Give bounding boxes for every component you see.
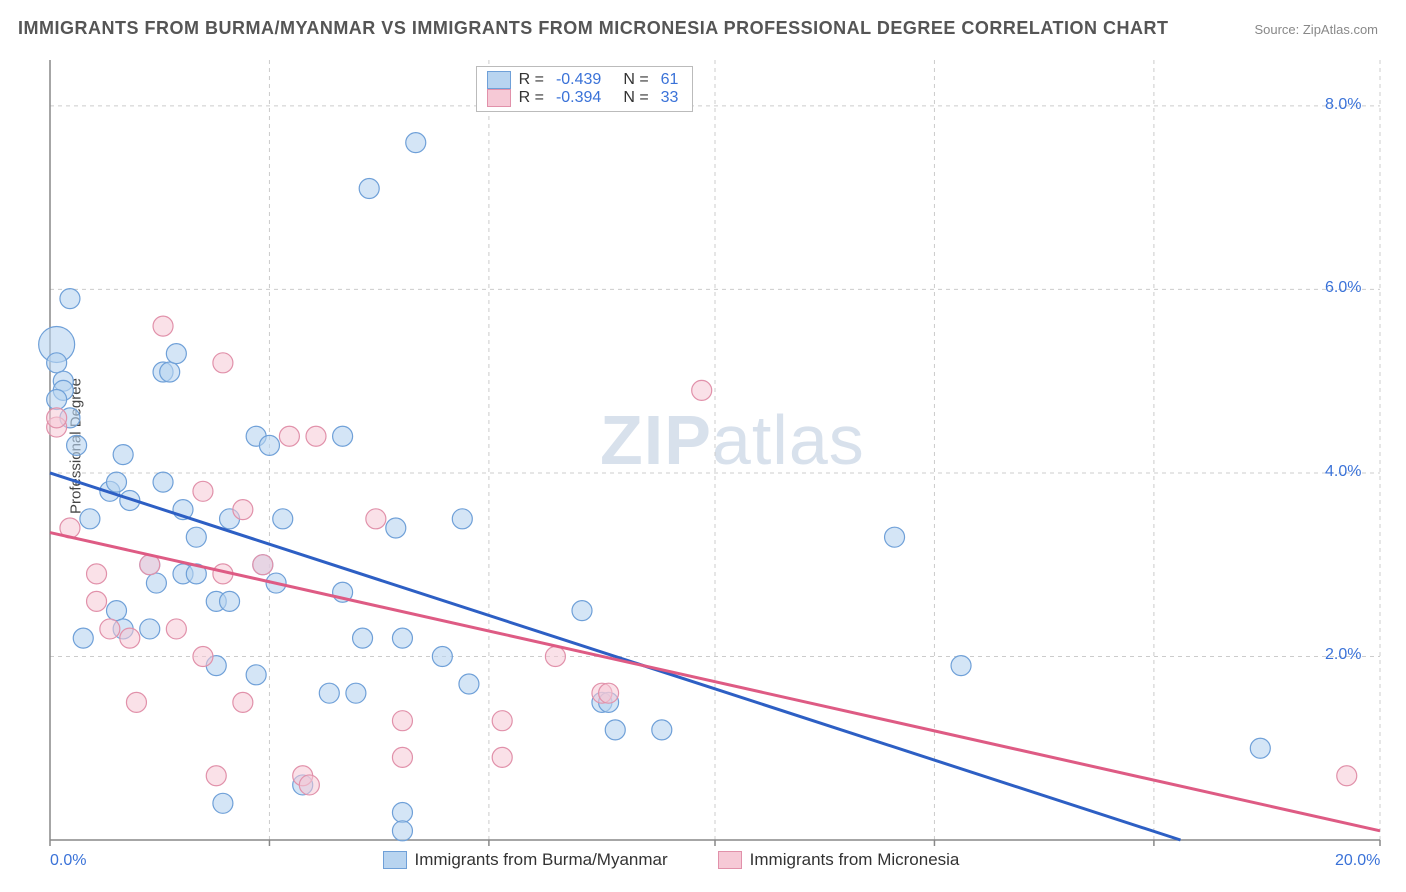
r-label: R =: [519, 71, 544, 89]
r-value: -0.394: [556, 89, 601, 107]
y-tick-label: 2.0%: [1325, 646, 1361, 664]
legend-swatch: [487, 89, 511, 107]
legend-item: Immigrants from Micronesia: [718, 850, 960, 870]
correlation-legend: R = -0.439 N = 61 R = -0.394 N = 33: [476, 66, 694, 112]
n-value: 61: [661, 71, 679, 89]
scatter-chart: [0, 0, 1406, 892]
n-label: N =: [623, 89, 648, 107]
y-tick-label: 8.0%: [1325, 96, 1361, 114]
n-value: 33: [661, 89, 679, 107]
legend-swatch: [383, 851, 407, 869]
legend-item: Immigrants from Burma/Myanmar: [383, 850, 668, 870]
series-legend: Immigrants from Burma/Myanmar Immigrants …: [383, 850, 960, 870]
legend-row: R = -0.394 N = 33: [487, 89, 683, 107]
legend-swatch: [718, 851, 742, 869]
x-tick-label: 20.0%: [1335, 852, 1380, 870]
y-tick-label: 6.0%: [1325, 279, 1361, 297]
legend-label: Immigrants from Burma/Myanmar: [415, 850, 668, 870]
n-label: N =: [623, 71, 648, 89]
x-tick-label: 0.0%: [50, 852, 86, 870]
y-tick-label: 4.0%: [1325, 463, 1361, 481]
r-label: R =: [519, 89, 544, 107]
r-value: -0.439: [556, 71, 601, 89]
legend-row: R = -0.439 N = 61: [487, 71, 683, 89]
legend-label: Immigrants from Micronesia: [750, 850, 960, 870]
legend-swatch: [487, 71, 511, 89]
